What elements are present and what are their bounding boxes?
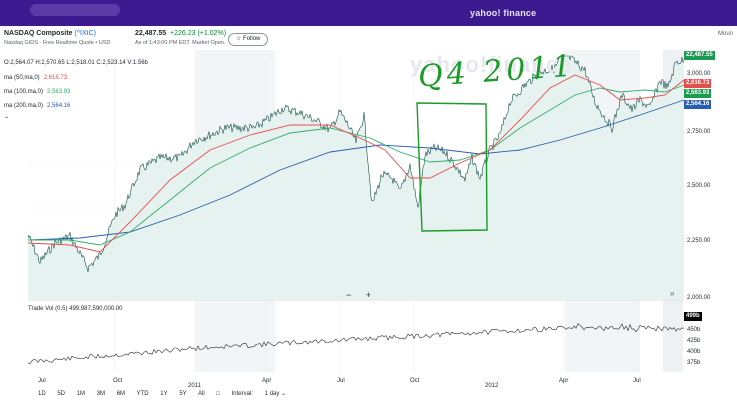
collapse-indicators-icon[interactable]: ⌃: [4, 117, 10, 123]
price-tag: 22,487.55: [684, 51, 715, 60]
current-price: 22,487.55: [135, 30, 167, 37]
x-axis-label: Jul: [633, 378, 641, 384]
x-axis-label: Apr: [262, 378, 272, 384]
volume-axis-label: 450b: [687, 327, 701, 333]
range-5y[interactable]: 5Y: [179, 391, 187, 397]
quote-source: Nasdaq GIDS - Free Realtime Quote • USD: [4, 40, 111, 46]
top-navigation-bar: yahoo! finance: [0, 0, 737, 26]
indicator-label: ma (100,ma,0): [4, 89, 44, 95]
ma100-tag: 2,563.93: [684, 89, 712, 98]
y-axis-label: 2,250.00: [687, 238, 711, 244]
range-1m[interactable]: 1M: [76, 391, 86, 397]
x-axis-label: Oct: [410, 378, 420, 384]
x-axis-label: 2011: [188, 383, 201, 389]
range-ytd[interactable]: YTD: [136, 391, 149, 397]
ma200-tag: 2,564.16: [684, 100, 712, 109]
volume-line: [27, 323, 685, 365]
ma200-line: [27, 99, 685, 241]
range-3m[interactable]: 3M: [96, 391, 106, 397]
volume-label: Trade Vol (0.5) 499,987,590,000.00: [28, 306, 123, 312]
indicator-ma100[interactable]: ma (100,ma,0) 2,563.93: [4, 89, 70, 95]
y-axis-label: 2,500.00: [687, 183, 711, 189]
market-status: As of 1:43:00 PM EDT. Market Open.: [135, 40, 226, 46]
ma50-tag: 2,616.73: [684, 79, 712, 88]
follow-button[interactable]: ☆ Follow: [228, 33, 269, 46]
x-axis-label: Jul: [337, 378, 345, 384]
volume-axis-label: 425b: [687, 338, 701, 344]
indicator-value: 2,616.73: [43, 75, 68, 81]
mountain-chart-toggle[interactable]: Moun: [718, 31, 734, 37]
y-axis-label: 2,750.00: [687, 129, 711, 135]
search-input[interactable]: [30, 4, 120, 16]
price-area: [28, 56, 684, 300]
volume-axis-label: 400b: [687, 349, 701, 355]
watermark: yahoo!finance: [410, 52, 573, 77]
zoom-controls[interactable]: − +: [346, 290, 378, 300]
x-axis-label: Apr: [559, 378, 569, 384]
annotation-box: [416, 102, 488, 232]
interval-select[interactable]: 1 day ⌄: [264, 391, 287, 397]
ma50-line: [27, 74, 685, 253]
expand-chart-icon[interactable]: »: [670, 289, 675, 298]
brand-logo[interactable]: yahoo! finance: [470, 8, 537, 18]
x-axis-label: Jul: [38, 378, 46, 384]
ohlc-readout: O:2,564.07 H:2,570.65 L:2,518.01 C:2,523…: [4, 60, 148, 66]
volume-axis-label: 375b: [687, 360, 701, 366]
range-selector: 1D 5D 1M 3M 6M YTD 1Y 5Y All □ Interval:…: [38, 390, 296, 397]
volume-tag: 499b: [684, 312, 702, 321]
ma100-line: [28, 84, 685, 246]
price-chart[interactable]: [0, 50, 737, 380]
x-axis-label: Oct: [113, 378, 123, 384]
index-title: NASDAQ Composite (^IXIC): [4, 30, 96, 37]
range-1d[interactable]: 1D: [38, 391, 46, 397]
interval-label: Interval:: [231, 391, 253, 397]
price-change: +226.23 (+1.02%): [170, 30, 227, 37]
indicator-ma50[interactable]: ma (50,ma,0) 2,616.73: [4, 75, 67, 81]
price-line: [27, 55, 685, 273]
indicator-value: 2,563.93: [47, 89, 71, 95]
quote-header: [0, 26, 737, 49]
y-axis-label: 2,000.00: [687, 295, 711, 301]
range-1y[interactable]: 1Y: [160, 391, 168, 397]
range-6m[interactable]: 6M: [116, 391, 126, 397]
range-5d[interactable]: 5D: [57, 391, 66, 397]
index-name: NASDAQ Composite: [4, 30, 73, 37]
indicator-value: 2,564.16: [47, 103, 71, 109]
indicator-label: ma (50,ma,0): [4, 75, 40, 81]
x-axis-label: 2012: [485, 383, 499, 389]
index-symbol: (^IXIC): [74, 30, 96, 37]
range-all[interactable]: All: [198, 391, 205, 397]
calendar-icon[interactable]: □: [216, 391, 220, 397]
indicator-ma200[interactable]: ma (200,ma,0) 2,564.16: [4, 103, 70, 109]
y-axis-label: 3,000.00: [687, 71, 711, 77]
indicator-label: ma (200,ma,0): [4, 103, 44, 109]
